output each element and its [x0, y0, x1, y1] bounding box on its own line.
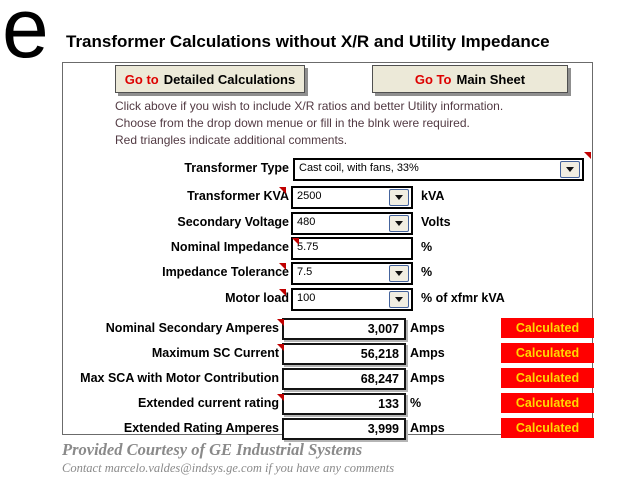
unit-label: Volts: [421, 215, 451, 229]
impedance-tolerance-value: 7.5: [297, 266, 313, 278]
output-value: 3,007: [367, 322, 399, 336]
secondary-voltage-label: Secondary Voltage: [177, 215, 289, 229]
chevron-down-icon: [395, 195, 403, 200]
extended-rating-amperes-output: 3,999: [282, 418, 406, 440]
motor-load-row: Motor load 100 % of xfmr kVA: [63, 288, 592, 311]
extended-current-rating-output: 133: [282, 393, 406, 415]
motor-load-value: 100: [297, 292, 316, 304]
nominal-secondary-amperes-label: Nominal Secondary Amperes: [105, 321, 279, 335]
impedance-tolerance-dropdown[interactable]: 7.5: [291, 262, 413, 285]
instruction-line: Click above if you wish to include X/R r…: [115, 99, 504, 113]
dropdown-arrow-button[interactable]: [389, 265, 409, 282]
comment-triangle-icon: [277, 319, 284, 326]
button-accent-text: Go to: [124, 71, 159, 87]
button-label: Detailed Calculations: [163, 71, 296, 87]
impedance-tolerance-row: Impedance Tolerance 7.5 %: [63, 262, 592, 285]
calculation-panel: Go to Detailed Calculations Go To Main S…: [62, 62, 594, 440]
output-value: 133: [378, 397, 399, 411]
transformer-type-value: Cast coil, with fans, 33%: [299, 162, 419, 174]
unit-label: Amps: [410, 371, 445, 385]
extended-rating-amperes-label: Extended Rating Amperes: [123, 421, 279, 435]
maximum-sc-current-row: Maximum SC Current 56,218 Amps Calculate…: [63, 343, 594, 365]
unit-label: %: [421, 265, 433, 279]
calculated-status-badge: Calculated: [501, 393, 594, 413]
impedance-tolerance-label: Impedance Tolerance: [162, 265, 289, 279]
chevron-down-icon: [395, 221, 403, 226]
button-accent-text: Go To: [414, 71, 452, 87]
dropdown-arrow-button[interactable]: [389, 215, 409, 232]
transformer-type-row: Transformer Type Cast coil, with fans, 3…: [63, 158, 592, 181]
calculated-status-badge: Calculated: [501, 418, 594, 438]
transformer-type-label: Transformer Type: [184, 161, 289, 175]
transformer-kva-dropdown[interactable]: 2500: [291, 186, 413, 209]
output-value: 3,999: [367, 422, 399, 436]
maximum-sc-current-label: Maximum SC Current: [151, 346, 279, 360]
comment-triangle-icon: [277, 344, 284, 351]
output-value: 68,247: [360, 372, 399, 386]
nominal-secondary-amperes-row: Nominal Secondary Amperes 3,007 Amps Cal…: [63, 318, 594, 340]
nominal-secondary-amperes-output: 3,007: [282, 318, 406, 340]
courtesy-text: Provided Courtesy of GE Industrial Syste…: [62, 440, 363, 459]
unit-label: Amps: [410, 421, 445, 435]
output-value: 56,218: [360, 347, 399, 361]
comment-triangle-icon: [292, 238, 299, 245]
motor-load-dropdown[interactable]: 100: [291, 288, 413, 311]
go-to-main-sheet-button[interactable]: Go To Main Sheet: [372, 65, 568, 93]
instruction-line: Choose from the drop down menue or fill …: [115, 116, 470, 130]
unit-label: %: [421, 240, 433, 254]
transformer-kva-row: Transformer KVA 2500 kVA: [63, 186, 592, 209]
instruction-line: Red triangles indicate additional commen…: [115, 133, 348, 147]
transformer-type-dropdown[interactable]: Cast coil, with fans, 33%: [293, 158, 584, 181]
unit-label: % of xfmr kVA: [421, 291, 505, 305]
app-logo: e: [2, 0, 49, 75]
comment-triangle-icon: [279, 187, 286, 194]
comment-triangle-icon: [279, 289, 286, 296]
nominal-impedance-value: 5.75: [297, 241, 319, 253]
nominal-impedance-row: Nominal Impedance 5.75 %: [63, 237, 592, 260]
dropdown-arrow-button[interactable]: [560, 161, 580, 178]
instructions: Click above if you wish to include X/R r…: [115, 98, 503, 149]
unit-label: %: [410, 396, 422, 410]
transformer-kva-value: 2500: [297, 190, 322, 202]
chevron-down-icon: [395, 271, 403, 276]
page-title: Transformer Calculations without X/R and…: [66, 32, 550, 51]
calculated-status-badge: Calculated: [501, 368, 594, 388]
comment-triangle-icon: [277, 394, 284, 401]
secondary-voltage-row: Secondary Voltage 480 Volts: [63, 212, 592, 235]
calculated-status-badge: Calculated: [501, 343, 594, 363]
go-to-detailed-calculations-button[interactable]: Go to Detailed Calculations: [115, 65, 305, 93]
unit-label: kVA: [421, 189, 445, 203]
secondary-voltage-dropdown[interactable]: 480: [291, 212, 413, 235]
unit-label: Amps: [410, 321, 445, 335]
button-label: Main Sheet: [456, 71, 526, 87]
motor-load-label: Motor load: [225, 291, 289, 305]
maximum-sc-current-output: 56,218: [282, 343, 406, 365]
transformer-kva-label: Transformer KVA: [187, 189, 289, 203]
max-sca-motor-contribution-output: 68,247: [282, 368, 406, 390]
calculated-status-badge: Calculated: [501, 318, 594, 338]
dropdown-arrow-button[interactable]: [389, 189, 409, 206]
dropdown-arrow-button[interactable]: [389, 291, 409, 308]
max-sca-motor-contribution-label: Max SCA with Motor Contribution: [80, 371, 279, 385]
extended-current-rating-label: Extended current rating: [138, 396, 279, 410]
chevron-down-icon: [395, 297, 403, 302]
unit-label: Amps: [410, 346, 445, 360]
chevron-down-icon: [566, 167, 574, 172]
contact-text: Contact marcelo.valdes@indsys.ge.com if …: [62, 461, 395, 475]
max-sca-motor-contribution-row: Max SCA with Motor Contribution 68,247 A…: [63, 368, 594, 390]
extended-rating-amperes-row: Extended Rating Amperes 3,999 Amps Calcu…: [63, 418, 594, 440]
nominal-impedance-input[interactable]: 5.75: [291, 237, 413, 260]
secondary-voltage-value: 480: [297, 216, 316, 228]
comment-triangle-icon: [584, 152, 591, 159]
extended-current-rating-row: Extended current rating 133 % Calculated: [63, 393, 594, 415]
nominal-impedance-label: Nominal Impedance: [170, 240, 289, 254]
comment-triangle-icon: [279, 263, 286, 270]
